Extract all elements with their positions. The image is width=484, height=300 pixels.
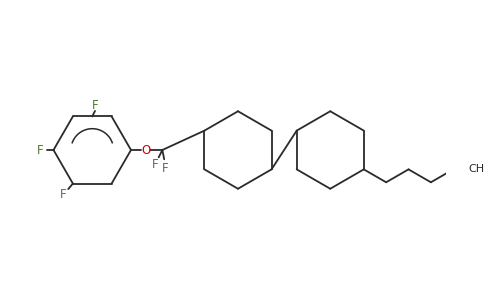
Text: F: F [37, 143, 44, 157]
Text: F: F [91, 99, 98, 112]
Text: CH₃: CH₃ [468, 164, 484, 174]
Text: F: F [60, 188, 67, 201]
Text: O: O [141, 143, 151, 157]
Text: F: F [151, 158, 158, 171]
Text: F: F [162, 162, 168, 175]
